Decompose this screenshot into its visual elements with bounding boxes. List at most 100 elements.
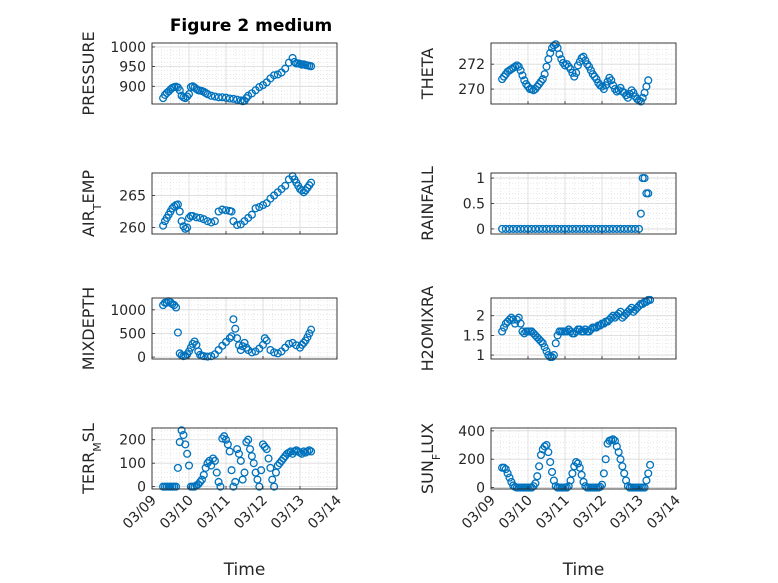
data-point — [231, 477, 240, 487]
data-point — [290, 447, 299, 456]
data-point — [262, 336, 271, 345]
data-point — [183, 223, 192, 232]
data-point — [499, 323, 509, 332]
data-point — [184, 90, 194, 99]
y-axis-label: H2OMIXRA — [418, 286, 437, 372]
data-point — [170, 301, 179, 310]
data-point — [498, 327, 507, 336]
data-point — [257, 466, 266, 475]
data-point — [609, 435, 618, 444]
data-point — [196, 213, 205, 222]
data-point — [268, 475, 277, 484]
data-point — [242, 94, 251, 103]
data-point — [247, 210, 256, 219]
data-point — [251, 204, 260, 213]
data-point — [579, 327, 588, 336]
data-point — [618, 462, 627, 471]
figure-title: Figure 2 medium — [170, 16, 332, 36]
data-point — [566, 476, 575, 485]
subplot-rainfall: 0 0.5 1 RAINFALL — [418, 166, 677, 241]
data-point — [225, 94, 234, 103]
data-point — [572, 457, 581, 467]
data-point — [260, 442, 269, 451]
data-point — [192, 84, 201, 94]
axes-box — [151, 42, 338, 105]
data-point — [227, 207, 236, 216]
data-point — [233, 220, 242, 230]
data-point — [531, 479, 540, 488]
data-point — [499, 463, 509, 472]
data-point — [281, 181, 290, 190]
data-point — [172, 303, 181, 312]
data-point — [538, 75, 547, 84]
data-point — [299, 338, 308, 347]
data-point — [560, 61, 570, 70]
data-point — [264, 454, 273, 463]
data-point — [175, 207, 184, 216]
y-tick-label: 2 — [476, 309, 485, 325]
y-tick-label: 1 — [476, 348, 485, 364]
data-point — [207, 91, 216, 100]
data-point — [188, 339, 197, 348]
axes-box — [151, 427, 338, 490]
data-point — [551, 482, 560, 491]
y-axis-label: RAINFALL — [418, 166, 437, 241]
data-point — [181, 440, 190, 449]
data-point — [240, 468, 249, 477]
data-point — [607, 76, 616, 85]
data-point — [555, 50, 564, 59]
data-point — [549, 351, 558, 360]
data-point — [575, 463, 584, 472]
data-point — [270, 71, 279, 80]
data-point — [640, 174, 649, 183]
data-point — [233, 95, 242, 104]
x-axis-label: Time — [223, 560, 266, 580]
y-tick-label: 265 — [119, 188, 146, 204]
data-point — [536, 337, 545, 346]
data-point — [542, 440, 551, 450]
data-point — [644, 189, 653, 198]
data-point — [547, 352, 557, 362]
subplot-pressure: 900 950 1000 PRESSURE — [79, 31, 338, 116]
y-tick-label: 100 — [119, 456, 146, 472]
data-point — [540, 70, 549, 79]
data-point — [253, 475, 262, 484]
data-point — [307, 325, 316, 334]
data-point — [172, 482, 181, 491]
data-point — [209, 454, 218, 463]
data-point — [227, 332, 236, 341]
y-tick-label: 1000 — [110, 40, 146, 56]
y-axis-label: TERRMSL — [79, 423, 104, 495]
data-point — [642, 476, 651, 485]
data-point — [290, 57, 299, 66]
data-point — [644, 469, 653, 478]
axes-box — [490, 297, 677, 360]
data-point — [242, 438, 251, 447]
data-point — [572, 68, 581, 77]
data-point — [221, 206, 231, 215]
data-point — [214, 477, 223, 487]
data-point — [221, 435, 231, 444]
y-tick-label: 400 — [458, 424, 485, 440]
data-point — [246, 445, 255, 454]
data-point — [307, 447, 316, 456]
data-point — [173, 328, 182, 337]
data-point — [218, 93, 227, 102]
data-point — [535, 462, 544, 471]
y-tick-label: 200 — [119, 433, 146, 449]
y-tick-label: 1000 — [110, 303, 146, 319]
data-point — [210, 217, 219, 226]
data-point — [510, 319, 520, 328]
y-axis-label: PRESSURE — [79, 31, 98, 115]
data-point — [562, 327, 571, 336]
data-point — [305, 329, 314, 338]
y-tick-label: 270 — [458, 82, 485, 98]
data-point — [599, 469, 608, 478]
y-tick-label: 0 — [137, 350, 146, 366]
data-point — [601, 455, 610, 464]
y-tick-label: 272 — [458, 57, 485, 73]
axes-box — [490, 427, 677, 490]
data-point — [240, 338, 249, 347]
data-point — [295, 448, 305, 457]
data-point — [631, 224, 640, 233]
